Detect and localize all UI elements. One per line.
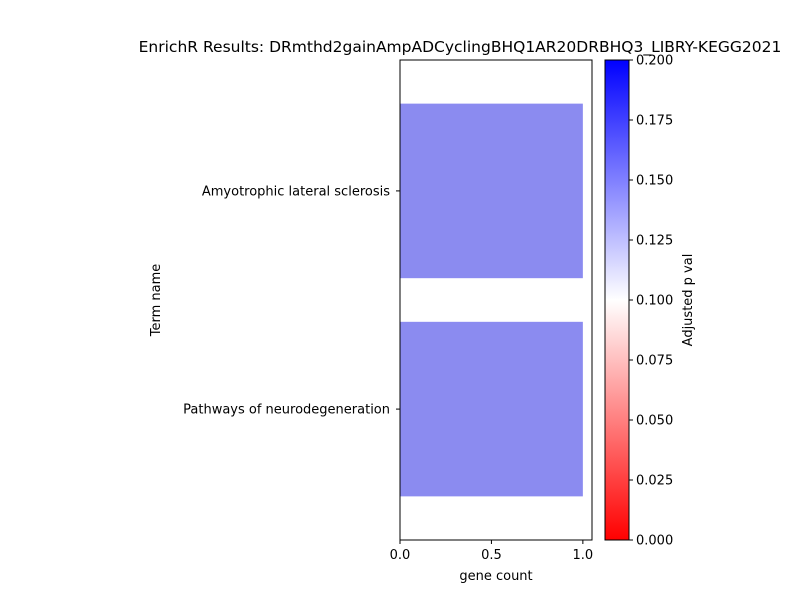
colorbar-tick-label-1: 0.025 bbox=[636, 474, 673, 489]
colorbar-tick-label-8: 0.200 bbox=[636, 54, 673, 69]
colorbar-tick-label-4: 0.100 bbox=[636, 294, 673, 309]
y-axis: Amyotrophic lateral sclerosis Pathways of… bbox=[183, 184, 400, 418]
x-tick-label-2: 1.0 bbox=[573, 548, 594, 563]
colorbar bbox=[605, 60, 629, 540]
colorbar-axis: 0.000 0.025 0.050 0.075 0.100 0.125 0.150 0.175… bbox=[629, 54, 673, 549]
colorbar-tick-label-5: 0.125 bbox=[636, 234, 673, 249]
colorbar-tick-label-7: 0.175 bbox=[636, 114, 673, 129]
x-axis: 0.0 0.5 1.0 bbox=[390, 540, 594, 563]
plot-frame bbox=[399, 59, 593, 541]
y-axis-label: Term name bbox=[149, 264, 164, 338]
x-tick-label-0: 0.0 bbox=[390, 548, 411, 563]
colorbar-tick-label-3: 0.075 bbox=[636, 354, 673, 369]
bars-group bbox=[400, 103, 583, 497]
colorbar-tick-label-0: 0.000 bbox=[636, 534, 673, 549]
bar-0 bbox=[400, 103, 583, 279]
x-axis-label: gene count bbox=[459, 569, 532, 584]
colorbar-label: Adjusted p val bbox=[681, 254, 696, 347]
y-tick-label-1: Pathways of neurodegeneration bbox=[183, 403, 390, 418]
colorbar-tick-label-2: 0.050 bbox=[636, 414, 673, 429]
chart-title: EnrichR Results: DRmthd2gainAmpADCycling… bbox=[139, 38, 782, 57]
colorbar-tick-label-6: 0.150 bbox=[636, 174, 673, 189]
x-tick-label-1: 0.5 bbox=[481, 548, 502, 563]
y-tick-label-0: Amyotrophic lateral sclerosis bbox=[202, 184, 390, 199]
bar-1 bbox=[400, 321, 583, 497]
